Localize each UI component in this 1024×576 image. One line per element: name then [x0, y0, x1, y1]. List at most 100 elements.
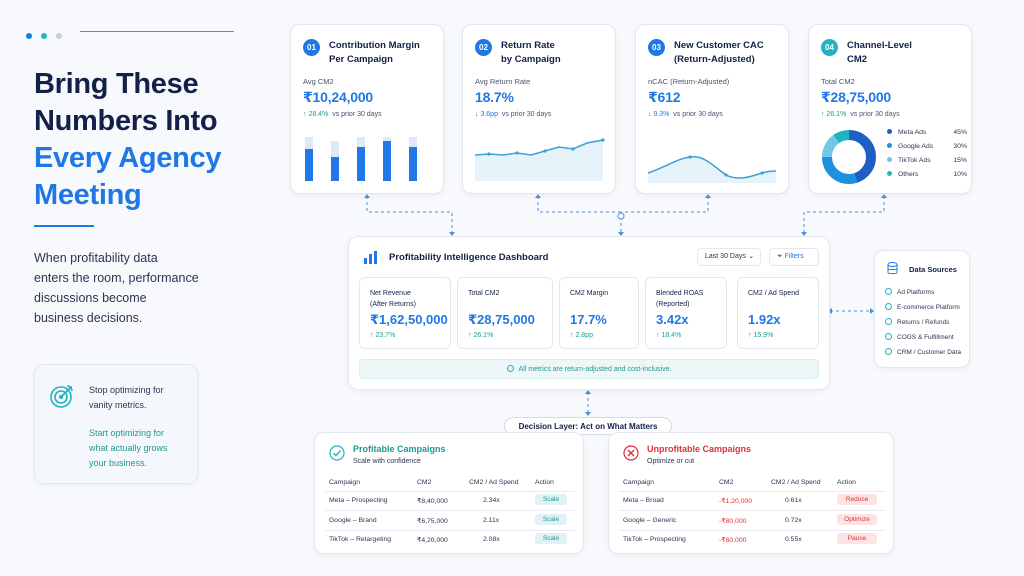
- donut-chart: [822, 130, 876, 184]
- dot-icon: [56, 33, 62, 39]
- date-range-select[interactable]: Last 30 Days ⌄: [697, 248, 761, 266]
- metric-delta: ↑ 26.1%: [468, 332, 494, 339]
- metric-value: ₹1,62,50,000: [370, 312, 448, 327]
- check-icon: [885, 288, 892, 295]
- kpi-delta: ↓ 9.3% vs prior 30 days: [648, 111, 723, 118]
- check-icon: [885, 303, 892, 310]
- para-line: enters the room, performance: [34, 271, 199, 285]
- filter-icon: ⏷: [777, 253, 783, 260]
- metric-delta: ↑ 2.8pp: [570, 332, 593, 339]
- kpi-sublabel: Avg Return Rate: [475, 77, 531, 86]
- legend-value: 45%: [953, 129, 967, 136]
- cell-campaign: Google – Brand: [329, 517, 377, 524]
- kpi-area-chart: [647, 155, 777, 183]
- kpi-value: ₹10,24,000: [303, 89, 374, 105]
- dot-icon: [41, 33, 47, 39]
- action-pause-button[interactable]: Pause: [837, 533, 877, 544]
- kpi-number-badge: 03: [648, 39, 665, 56]
- check-icon: [885, 333, 892, 340]
- kpi-value: ₹612: [648, 89, 681, 105]
- action-optimize-button[interactable]: Optimize: [837, 514, 877, 525]
- data-sources-panel: Data Sources Ad Platforms E-commerce Pla…: [874, 250, 970, 368]
- source-item: COGS & Fulfillment: [885, 333, 954, 341]
- col-header: Campaign: [329, 479, 360, 486]
- kpi-card-channel-cm2[interactable]: 04 Channel-Level CM2 Total CM2 ₹28,75,000…: [808, 24, 972, 194]
- x-circle-icon: [623, 445, 639, 461]
- filters-button[interactable]: ⏷ Filters: [769, 248, 819, 266]
- kpi-sublabel: nCAC (Return-Adjusted): [648, 77, 730, 86]
- data-sources-title: Data Sources: [909, 265, 957, 274]
- kpi-title: Channel-Level CM2: [847, 40, 912, 65]
- profitable-title: Profitable Campaigns: [353, 444, 446, 454]
- metric-value: ₹28,75,000: [468, 312, 535, 327]
- cell-ratio: 0.72x: [785, 517, 802, 524]
- metric-delta: ↑ 15.9%: [748, 332, 774, 339]
- check-icon: [885, 348, 892, 355]
- target-icon: [50, 385, 73, 408]
- unprofitable-campaigns-card: Unprofitable Campaigns Optimize or cut C…: [608, 432, 894, 554]
- kpi-card-contribution-margin[interactable]: 01 Contribution Margin Per Campaign Avg C…: [290, 24, 444, 194]
- legend-value: 15%: [953, 157, 967, 164]
- col-header: CM2 / Ad Spend: [469, 479, 519, 486]
- kpi-value: ₹28,75,000: [821, 89, 892, 105]
- kpi-title: New Customer CAC (Return-Adjusted): [674, 40, 764, 65]
- cell-cm2: ₹6,75,000: [417, 518, 448, 525]
- hero-line: Numbers Into: [34, 105, 218, 137]
- cell-ratio: 2.08x: [483, 536, 500, 543]
- para-line: discussions become: [34, 291, 147, 305]
- chart-point: [571, 147, 575, 151]
- source-item: Returns / Refunds: [885, 318, 949, 326]
- action-scale-button[interactable]: Scale: [535, 514, 567, 525]
- metric-value: 1.92x: [748, 312, 781, 327]
- kpi-card-new-customer-cac[interactable]: 03 New Customer CAC (Return-Adjusted) nCA…: [635, 24, 789, 194]
- cell-cm2: -₹60,000: [719, 537, 747, 544]
- decision-layer-label: Decision Layer: Act on What Matters: [504, 417, 672, 435]
- bar-chart-icon: [364, 251, 377, 264]
- kpi-title: Return Rate by Campaign: [501, 40, 561, 65]
- chart-point: [487, 152, 491, 156]
- kpi-bar-chart: [305, 137, 417, 181]
- metric-cm2-ad-spend: CM2 / Ad Spend 1.92x ↑ 15.9%: [737, 277, 819, 349]
- channel-legend: Meta Ads 45% Google Ads 30% TikTok Ads 15% Oth…: [887, 129, 967, 185]
- hero-paragraph: When profitability data enters the room,…: [34, 248, 274, 328]
- col-header: Action: [535, 479, 554, 486]
- metric-cm2-margin: CM2 Margin 17.7% ↑ 2.8pp: [559, 277, 639, 349]
- chart-point: [601, 138, 605, 142]
- metric-net-revenue: Net Revenue (After Returns) ₹1,62,50,000 …: [359, 277, 451, 349]
- legend-item: Others 10%: [887, 171, 967, 185]
- kpi-sublabel: Total CM2: [821, 77, 855, 86]
- source-item: CRM / Customer Data: [885, 348, 961, 356]
- check-icon: [885, 318, 892, 325]
- kpi-number-badge: 01: [303, 39, 320, 56]
- action-scale-button[interactable]: Scale: [535, 494, 567, 505]
- metric-value: 17.7%: [570, 312, 607, 327]
- para-line: When profitability data: [34, 251, 158, 265]
- metric-label: Blended ROAS (Reported): [656, 290, 704, 308]
- callout-line: Start optimizing for: [89, 428, 165, 438]
- legend-dot: [887, 171, 892, 176]
- action-scale-button[interactable]: Scale: [535, 533, 567, 544]
- chart-point: [688, 155, 692, 159]
- action-reduce-button[interactable]: Reduce: [837, 494, 877, 505]
- callout-line: vanity metrics.: [89, 400, 147, 410]
- bar: [357, 147, 365, 181]
- database-icon: [887, 262, 898, 275]
- header-dots: [26, 26, 71, 44]
- kpi-area-chart: [474, 138, 605, 181]
- unprofitable-title: Unprofitable Campaigns: [647, 444, 752, 454]
- source-item: Ad Platforms: [885, 288, 934, 296]
- cell-cm2: -₹1,20,000: [719, 498, 753, 505]
- callout-line: Stop optimizing for: [89, 385, 164, 395]
- dashboard-panel: Profitability Intelligence Dashboard Las…: [348, 236, 830, 390]
- bar: [409, 147, 417, 181]
- col-header: CM2: [719, 479, 734, 486]
- chart-point: [515, 151, 519, 155]
- legend-label: Others: [898, 171, 919, 178]
- source-item: E-commerce Platform: [885, 303, 960, 311]
- col-header: CM2 / Ad Spend: [771, 479, 821, 486]
- metric-blended-roas: Blended ROAS (Reported) 3.42x ↑ 18.4%: [645, 277, 727, 349]
- kpi-card-return-rate[interactable]: 02 Return Rate by Campaign Avg Return Rat…: [462, 24, 616, 194]
- profitable-subtitle: Scale with confidence: [353, 458, 421, 465]
- col-header: Campaign: [623, 479, 654, 486]
